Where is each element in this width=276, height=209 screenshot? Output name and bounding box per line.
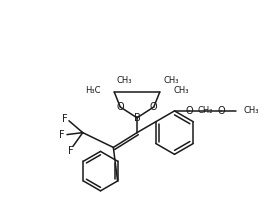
Text: O: O — [185, 106, 193, 116]
Text: F: F — [68, 146, 74, 156]
Text: CH₃: CH₃ — [116, 76, 132, 85]
Text: CH₂: CH₂ — [197, 106, 213, 115]
Text: B: B — [134, 113, 140, 123]
Text: O: O — [150, 102, 158, 112]
Text: CH₃: CH₃ — [174, 86, 189, 95]
Text: O: O — [217, 106, 225, 116]
Text: F: F — [59, 130, 65, 140]
Text: H₃C: H₃C — [85, 86, 100, 95]
Text: CH₃: CH₃ — [244, 106, 259, 115]
Text: CH₃: CH₃ — [164, 76, 179, 85]
Text: F: F — [62, 114, 68, 124]
Text: O: O — [116, 102, 124, 112]
